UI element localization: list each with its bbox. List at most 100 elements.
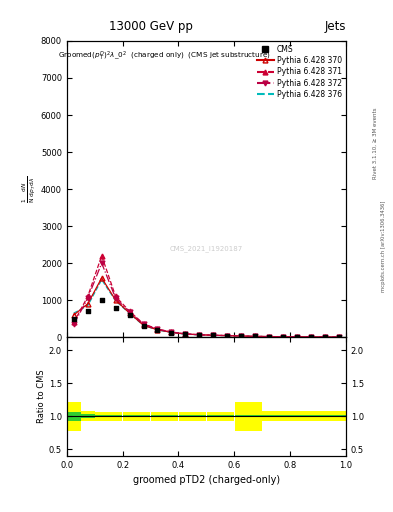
Line: Pythia 6.428 370: Pythia 6.428 370: [72, 275, 341, 339]
Pythia 6.428 370: [281, 334, 285, 340]
Bar: [81, 414, 95, 418]
CMS: [140, 322, 147, 330]
Bar: [318, 415, 345, 417]
Pythia 6.428 376: [183, 331, 188, 337]
Text: mcplots.cern.ch [arXiv:1306.3436]: mcplots.cern.ch [arXiv:1306.3436]: [381, 200, 386, 291]
Pythia 6.428 370: [197, 332, 202, 338]
Pythia 6.428 371: [239, 333, 244, 339]
CMS: [294, 333, 300, 341]
Bar: [207, 415, 234, 417]
CMS: [280, 333, 286, 341]
Bar: [109, 412, 123, 421]
Pythia 6.428 372: [72, 321, 76, 327]
Pythia 6.428 371: [72, 319, 76, 326]
Text: Jets: Jets: [324, 20, 346, 33]
Pythia 6.428 370: [309, 334, 313, 340]
Pythia 6.428 370: [99, 275, 104, 281]
Pythia 6.428 372: [99, 260, 104, 266]
CMS: [196, 331, 202, 339]
Pythia 6.428 372: [85, 295, 90, 302]
Text: Groomed$(p_T^D)^2\lambda\_0^2$  (charged only)  (CMS jet substructure): Groomed$(p_T^D)^2\lambda\_0^2$ (charged …: [58, 50, 271, 63]
Line: Pythia 6.428 371: Pythia 6.428 371: [72, 253, 341, 339]
Pythia 6.428 376: [169, 330, 174, 336]
Pythia 6.428 371: [281, 334, 285, 340]
Pythia 6.428 376: [99, 276, 104, 283]
Pythia 6.428 376: [197, 332, 202, 338]
Bar: [318, 411, 345, 421]
Pythia 6.428 371: [253, 333, 257, 339]
Pythia 6.428 376: [85, 303, 90, 309]
Pythia 6.428 376: [253, 333, 257, 339]
Bar: [290, 415, 318, 417]
Pythia 6.428 371: [197, 332, 202, 338]
Pythia 6.428 371: [127, 308, 132, 314]
Pythia 6.428 370: [267, 333, 272, 339]
Pythia 6.428 376: [72, 310, 76, 316]
Pythia 6.428 376: [127, 310, 132, 316]
Pythia 6.428 376: [309, 334, 313, 340]
Pythia 6.428 372: [141, 321, 146, 327]
Pythia 6.428 371: [336, 334, 341, 340]
CMS: [322, 333, 328, 341]
Pythia 6.428 372: [127, 309, 132, 315]
Pythia 6.428 370: [155, 327, 160, 333]
X-axis label: groomed pTD2 (charged-only): groomed pTD2 (charged-only): [133, 475, 280, 485]
Pythia 6.428 371: [113, 293, 118, 300]
CMS: [224, 332, 230, 340]
CMS: [84, 307, 91, 315]
Pythia 6.428 372: [281, 334, 285, 340]
Pythia 6.428 371: [295, 334, 299, 340]
CMS: [99, 296, 105, 304]
Pythia 6.428 372: [169, 329, 174, 335]
CMS: [210, 331, 217, 339]
CMS: [252, 332, 258, 340]
Pythia 6.428 370: [239, 333, 244, 339]
Pythia 6.428 370: [127, 310, 132, 316]
Pythia 6.428 376: [336, 334, 341, 340]
CMS: [168, 329, 174, 337]
Pythia 6.428 376: [295, 334, 299, 340]
Pythia 6.428 370: [72, 312, 76, 318]
Bar: [179, 412, 206, 421]
Bar: [95, 412, 108, 421]
CMS: [112, 304, 119, 312]
Pythia 6.428 376: [281, 334, 285, 340]
Pythia 6.428 376: [211, 332, 216, 338]
Legend: CMS, Pythia 6.428 370, Pythia 6.428 371, Pythia 6.428 372, Pythia 6.428 376: CMS, Pythia 6.428 370, Pythia 6.428 371,…: [255, 43, 343, 100]
Pythia 6.428 372: [239, 333, 244, 339]
CMS: [182, 330, 189, 338]
Pythia 6.428 376: [141, 323, 146, 329]
Pythia 6.428 376: [323, 334, 327, 340]
Pythia 6.428 370: [253, 333, 257, 339]
Bar: [95, 415, 108, 417]
CMS: [154, 326, 161, 334]
Pythia 6.428 376: [113, 298, 118, 304]
CMS: [336, 333, 342, 341]
Bar: [123, 415, 150, 417]
Pythia 6.428 370: [295, 334, 299, 340]
Pythia 6.428 372: [253, 333, 257, 339]
Bar: [179, 415, 206, 417]
Pythia 6.428 372: [295, 334, 299, 340]
Pythia 6.428 376: [267, 333, 272, 339]
CMS: [238, 332, 244, 340]
Bar: [290, 411, 318, 421]
Pythia 6.428 376: [155, 327, 160, 333]
Pythia 6.428 370: [85, 301, 90, 307]
Pythia 6.428 371: [141, 321, 146, 327]
Pythia 6.428 370: [336, 334, 341, 340]
Pythia 6.428 370: [225, 333, 230, 339]
Pythia 6.428 372: [197, 332, 202, 338]
Pythia 6.428 370: [323, 334, 327, 340]
CMS: [71, 314, 77, 323]
Bar: [207, 412, 234, 421]
Pythia 6.428 372: [309, 334, 313, 340]
Pythia 6.428 372: [336, 334, 341, 340]
Pythia 6.428 370: [141, 322, 146, 328]
Pythia 6.428 371: [225, 332, 230, 338]
CMS: [266, 332, 272, 340]
Pythia 6.428 372: [267, 333, 272, 339]
Bar: [67, 412, 81, 421]
Pythia 6.428 376: [239, 333, 244, 339]
Bar: [235, 402, 262, 431]
